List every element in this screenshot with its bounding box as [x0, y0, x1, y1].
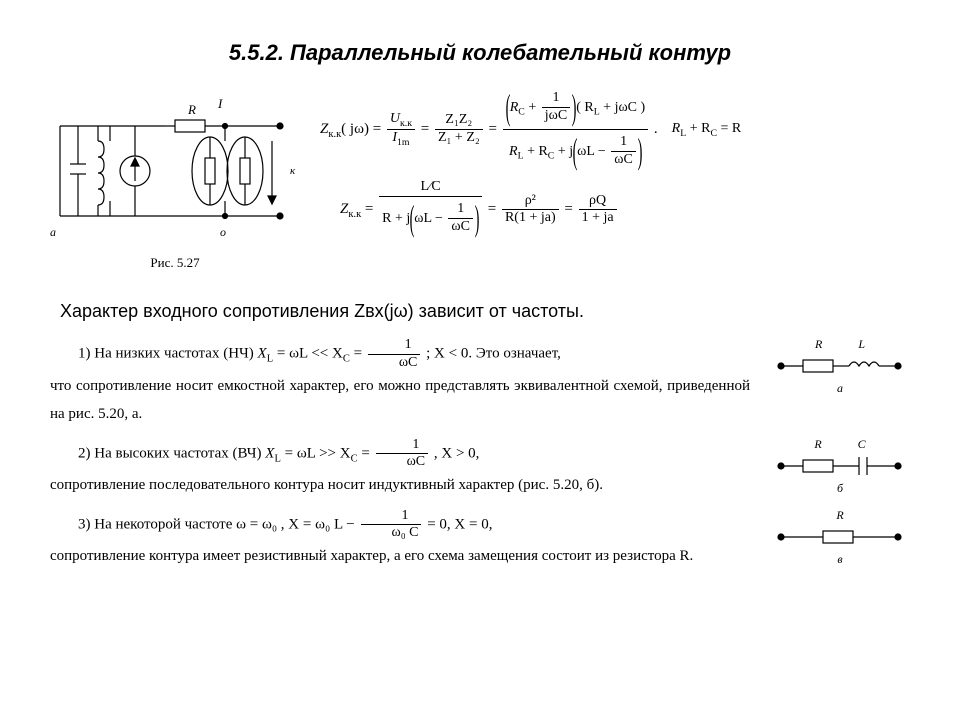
label-k: к: [290, 165, 296, 177]
item-3: 3) На некоторой частоте ω = ω₀ , X = ω₀ …: [50, 508, 910, 571]
section-title: 5.5.2. Параллельный колебательный контур: [50, 40, 910, 66]
item-1: 1) На низких частотах (НЧ) XL = ωL << XC…: [50, 337, 910, 429]
subheading: Характер входного сопротивления Zвх(jω) …: [60, 301, 910, 322]
mini-fig-b: RC б: [770, 437, 910, 496]
fig-caption-main: Рис. 5.27: [50, 255, 300, 271]
top-row: R I a о к Рис. 5.27 Zк.к( jω) = Uк.кI1m …: [50, 86, 910, 271]
mini-fig-a: RL а: [770, 337, 910, 396]
mini-fig-v: R в: [770, 508, 910, 567]
main-circuit-figure: R I a о к Рис. 5.27: [50, 86, 300, 271]
label-R: R: [187, 102, 196, 117]
item-2: 2) На высоких частотах (ВЧ) XL = ωL >> X…: [50, 437, 910, 500]
label-I: I: [217, 96, 223, 111]
equation-1: Zк.к( jω) = Uк.кI1m = Z₁Z₂Z₁ + Z₂ = (RC …: [320, 86, 910, 173]
equation-2: Zк.к = L⁄C R + j(ωL − 1ωC) = ρ²R(1 + ja)…: [340, 179, 910, 240]
label-a: a: [50, 225, 56, 239]
circuit-svg: R I a о к: [50, 86, 300, 246]
equation-block: Zк.к( jω) = Uк.кI1m = Z₁Z₂Z₁ + Z₂ = (RC …: [320, 86, 910, 246]
label-o: о: [220, 225, 226, 239]
side-equation: RL + RC = R: [672, 118, 742, 141]
